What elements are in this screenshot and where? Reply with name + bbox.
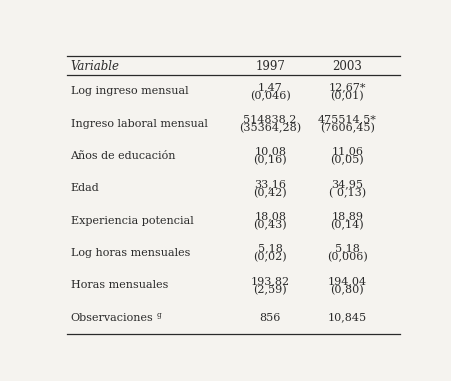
Text: 1,47: 1,47 bbox=[257, 82, 282, 92]
Text: Años de educación: Años de educación bbox=[70, 151, 175, 161]
Text: Variable: Variable bbox=[70, 60, 119, 73]
Text: (7606,45): (7606,45) bbox=[319, 123, 374, 133]
Text: 5,18: 5,18 bbox=[334, 243, 359, 253]
Text: 475514,5*: 475514,5* bbox=[317, 114, 376, 124]
Text: 34,95: 34,95 bbox=[331, 179, 363, 189]
Text: (35364,28): (35364,28) bbox=[239, 123, 300, 133]
Text: Observaciones: Observaciones bbox=[70, 313, 153, 323]
Text: 514838,2: 514838,2 bbox=[243, 114, 296, 124]
Text: (0,42): (0,42) bbox=[253, 187, 286, 198]
Text: 1997: 1997 bbox=[255, 60, 285, 73]
Text: Edad: Edad bbox=[70, 183, 99, 193]
Text: 194,04: 194,04 bbox=[327, 276, 366, 286]
Text: (0,16): (0,16) bbox=[253, 155, 286, 165]
Text: 10,08: 10,08 bbox=[253, 147, 285, 157]
Text: (0,05): (0,05) bbox=[330, 155, 363, 165]
Text: 5,18: 5,18 bbox=[257, 243, 282, 253]
Text: (2,59): (2,59) bbox=[253, 285, 286, 295]
Text: Ingreso laboral mensual: Ingreso laboral mensual bbox=[70, 118, 207, 128]
Text: (0,01): (0,01) bbox=[330, 90, 363, 101]
Text: ( 0,13): ( 0,13) bbox=[328, 187, 365, 198]
Text: Log ingreso mensual: Log ingreso mensual bbox=[70, 86, 188, 96]
Text: Experiencia potencial: Experiencia potencial bbox=[70, 216, 193, 226]
Text: Log horas mensuales: Log horas mensuales bbox=[70, 248, 189, 258]
Text: 2003: 2003 bbox=[331, 60, 361, 73]
Text: 18,08: 18,08 bbox=[253, 211, 285, 221]
Text: (0,80): (0,80) bbox=[330, 285, 363, 295]
Text: 856: 856 bbox=[259, 313, 280, 323]
Text: (0,006): (0,006) bbox=[326, 252, 367, 263]
Text: g: g bbox=[156, 311, 161, 319]
Text: (0,14): (0,14) bbox=[330, 220, 363, 230]
Text: 18,89: 18,89 bbox=[331, 211, 363, 221]
Text: Horas mensuales: Horas mensuales bbox=[70, 280, 167, 290]
Text: (0,046): (0,046) bbox=[249, 90, 290, 101]
Text: 193,82: 193,82 bbox=[250, 276, 289, 286]
Text: 11,06: 11,06 bbox=[331, 147, 363, 157]
Text: 12,67*: 12,67* bbox=[328, 82, 365, 92]
Text: 33,16: 33,16 bbox=[253, 179, 285, 189]
Text: 10,845: 10,845 bbox=[327, 313, 366, 323]
Text: (0,43): (0,43) bbox=[253, 220, 286, 230]
Text: (0,02): (0,02) bbox=[253, 252, 286, 263]
